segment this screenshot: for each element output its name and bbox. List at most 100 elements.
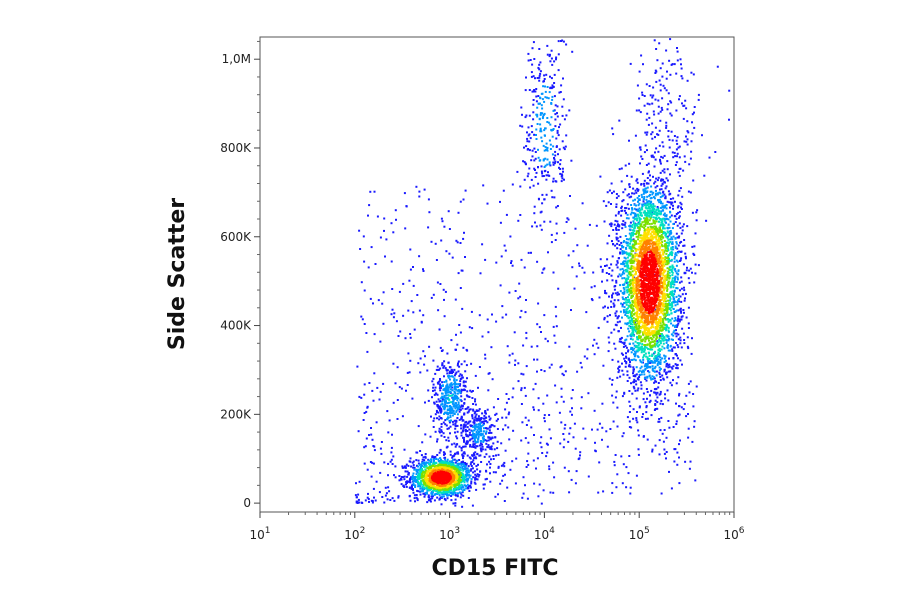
data-point xyxy=(464,428,467,431)
data-point xyxy=(619,252,622,255)
data-point xyxy=(502,474,505,477)
data-point xyxy=(404,470,407,473)
data-point xyxy=(525,114,528,117)
data-point xyxy=(646,397,648,400)
data-point xyxy=(655,48,658,50)
data-point xyxy=(539,441,542,444)
data-point xyxy=(460,431,463,434)
data-point xyxy=(614,396,617,399)
data-point xyxy=(464,408,467,410)
data-point xyxy=(428,211,431,214)
data-point xyxy=(495,454,497,457)
data-point xyxy=(668,365,671,368)
data-point xyxy=(473,429,476,432)
data-point xyxy=(608,377,611,380)
data-point xyxy=(675,367,678,369)
data-point xyxy=(517,297,520,300)
data-point xyxy=(563,231,566,234)
data-point xyxy=(462,346,465,349)
data-point xyxy=(378,398,381,401)
data-point xyxy=(629,252,632,255)
data-point xyxy=(468,431,471,434)
data-point xyxy=(553,476,556,479)
data-point xyxy=(675,241,678,244)
data-point xyxy=(620,336,623,339)
data-point xyxy=(627,267,630,270)
data-point xyxy=(680,240,683,243)
data-point xyxy=(559,163,562,166)
data-point xyxy=(439,383,441,386)
data-point xyxy=(634,352,637,355)
data-point xyxy=(665,235,668,238)
data-point xyxy=(547,251,549,254)
data-point xyxy=(667,254,670,257)
data-point xyxy=(533,58,536,60)
data-point xyxy=(674,221,677,224)
data-point xyxy=(484,411,487,414)
data-point xyxy=(374,499,377,502)
data-point xyxy=(620,205,623,208)
data-point xyxy=(670,333,673,336)
data-point xyxy=(436,454,439,456)
data-point xyxy=(675,329,677,332)
data-point xyxy=(644,144,647,147)
data-point xyxy=(615,232,618,235)
data-point xyxy=(533,147,536,150)
data-point xyxy=(476,452,479,455)
data-point xyxy=(637,387,640,390)
data-point xyxy=(662,253,665,256)
data-point xyxy=(637,208,639,211)
data-point xyxy=(697,264,700,267)
data-point xyxy=(623,209,626,212)
data-point xyxy=(489,463,492,465)
data-point xyxy=(624,339,627,342)
data-point xyxy=(446,458,449,461)
data-point xyxy=(627,296,629,299)
data-point xyxy=(645,187,648,190)
data-point xyxy=(641,340,644,343)
data-point xyxy=(447,376,450,379)
data-point xyxy=(672,197,675,200)
data-point xyxy=(648,103,651,106)
data-point xyxy=(467,465,470,468)
data-point xyxy=(420,476,423,479)
data-point xyxy=(398,479,401,482)
data-point xyxy=(621,250,624,252)
data-point xyxy=(371,438,374,441)
data-point xyxy=(632,327,635,330)
data-point xyxy=(674,363,677,366)
data-point xyxy=(642,369,645,372)
data-point xyxy=(657,341,660,344)
data-point xyxy=(437,309,440,312)
data-point xyxy=(530,345,533,348)
data-point xyxy=(468,428,471,431)
data-point xyxy=(621,482,624,485)
data-point xyxy=(634,326,637,329)
data-point xyxy=(640,54,643,57)
data-point xyxy=(634,304,637,307)
data-point xyxy=(650,201,653,203)
data-point xyxy=(448,401,451,404)
data-point xyxy=(652,219,655,222)
data-point xyxy=(621,362,623,365)
data-point xyxy=(549,123,552,126)
data-point xyxy=(693,111,695,114)
data-point xyxy=(668,193,671,196)
data-point xyxy=(377,299,380,302)
data-point xyxy=(541,107,544,110)
data-point xyxy=(501,479,504,482)
data-point xyxy=(655,80,658,83)
data-point xyxy=(675,332,678,335)
data-point xyxy=(544,146,547,149)
data-point xyxy=(379,236,382,239)
data-point xyxy=(563,438,566,441)
data-point xyxy=(466,473,469,476)
data-point xyxy=(632,250,635,252)
data-point xyxy=(360,315,363,318)
data-point xyxy=(531,47,534,50)
data-point xyxy=(642,198,645,201)
data-point xyxy=(371,500,374,502)
data-point xyxy=(637,238,640,241)
data-point xyxy=(630,248,633,251)
data-point xyxy=(669,349,672,352)
